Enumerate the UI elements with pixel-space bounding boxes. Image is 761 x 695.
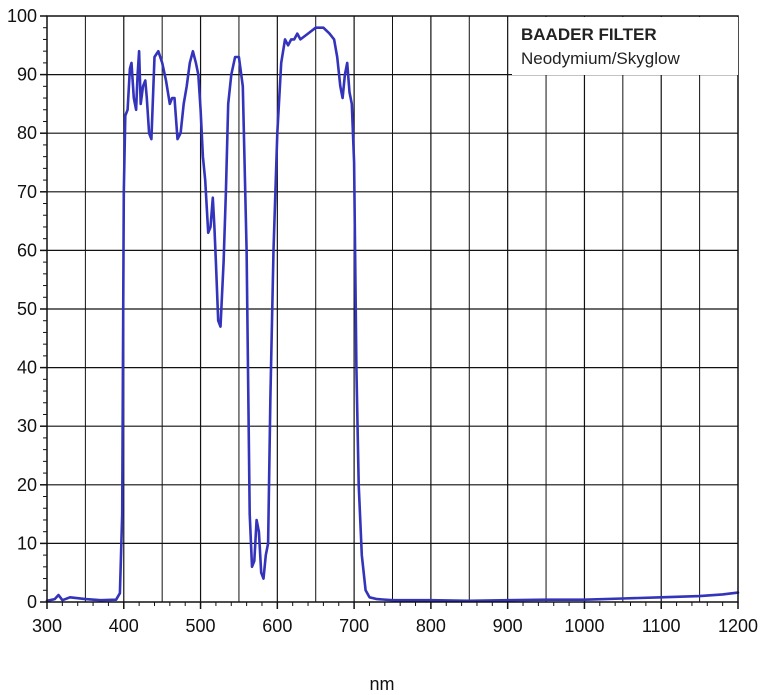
axis-frame: [40, 15, 739, 609]
x-tick-label: 1200: [718, 616, 758, 636]
y-tick-label: 90: [17, 65, 37, 85]
legend-box: [512, 17, 738, 75]
y-tick-label: 20: [17, 475, 37, 495]
y-tick-label: 70: [17, 182, 37, 202]
y-tick-label: 100: [7, 6, 37, 26]
y-tick-label: 30: [17, 416, 37, 436]
y-tick-label: 10: [17, 533, 37, 553]
x-tick-label: 700: [339, 616, 369, 636]
x-tick-label: 1100: [642, 616, 681, 636]
y-tick-label: 40: [17, 358, 37, 378]
series-layer: [45, 26, 740, 603]
x-tick-labels: 300 400 500 600 700 800 900 1000 1100 1200: [32, 616, 758, 636]
x-tick-label: 600: [262, 616, 292, 636]
y-tick-label: 0: [27, 592, 37, 612]
legend-subtitle: Neodymium/Skyglow: [521, 49, 680, 68]
x-tick-label: 900: [493, 616, 523, 636]
x-tick-label: 400: [109, 616, 139, 636]
x-axis-title: nm: [369, 674, 394, 694]
y-tick-label: 60: [17, 240, 37, 260]
plot-frame: [46, 15, 739, 603]
series-line-0: [45, 26, 740, 603]
y-tick-labels: 0 10 20 30 40 50 60 70 80 90 100: [7, 6, 37, 612]
y-tick-label: 80: [17, 123, 37, 143]
x-tick-label: 800: [416, 616, 446, 636]
y-tick-label: 50: [17, 299, 37, 319]
x-tick-label: 500: [186, 616, 216, 636]
legend: BAADER FILTER Neodymium/Skyglow: [512, 17, 738, 75]
x-tick-label: 1000: [564, 616, 604, 636]
legend-title: BAADER FILTER: [521, 25, 657, 44]
x-tick-label: 300: [32, 616, 62, 636]
